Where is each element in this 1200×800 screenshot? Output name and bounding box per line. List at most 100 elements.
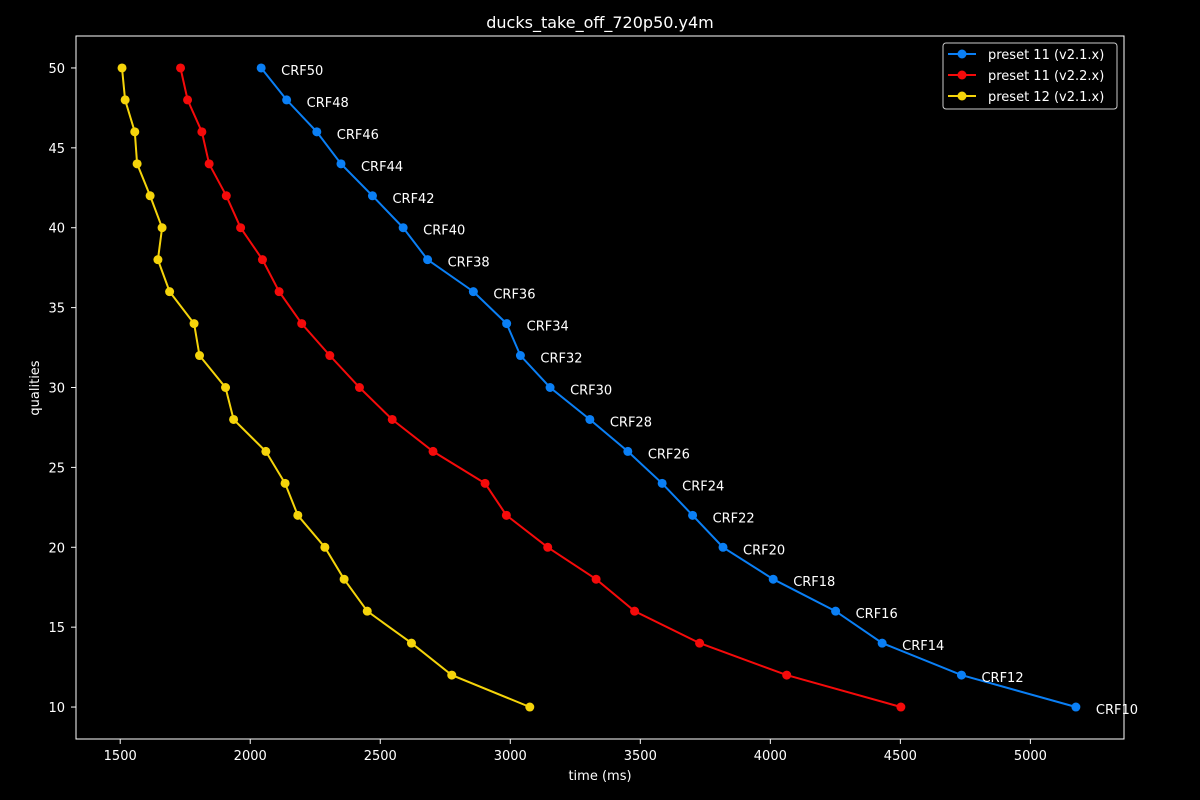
data-point [398, 223, 408, 233]
data-point [280, 478, 290, 488]
data-point [688, 510, 698, 520]
data-point [718, 542, 728, 552]
data-point [623, 446, 633, 456]
legend-label: preset 12 (v2.1.x) [988, 90, 1104, 105]
x-tick-label: 3000 [494, 749, 527, 764]
data-point [423, 255, 433, 265]
data-point [428, 446, 438, 456]
data-point [293, 510, 303, 520]
x-tick-label: 2000 [234, 749, 267, 764]
y-tick-label: 30 [48, 382, 65, 397]
point-label: CRF38 [448, 256, 490, 271]
data-point [236, 223, 246, 233]
data-point [545, 383, 555, 392]
data-point [312, 127, 322, 137]
data-point [189, 319, 199, 329]
data-point [274, 287, 284, 297]
chart-title: ducks_take_off_720p50.y4m [486, 13, 714, 33]
point-label: CRF34 [527, 320, 569, 335]
point-label: CRF24 [682, 479, 724, 494]
series-layer [117, 63, 1081, 712]
data-point [339, 574, 349, 584]
data-point [197, 127, 207, 137]
data-point [157, 223, 167, 233]
data-point [221, 191, 231, 201]
data-point [367, 191, 377, 201]
x-tick-label: 3500 [624, 749, 657, 764]
point-label: CRF48 [307, 96, 349, 111]
data-point [325, 351, 335, 361]
data-point [256, 63, 266, 73]
data-point [165, 287, 175, 297]
y-tick-label: 45 [48, 142, 65, 157]
data-point [297, 319, 307, 329]
data-point [336, 159, 346, 169]
data-point [502, 319, 512, 329]
data-point [282, 95, 292, 105]
data-point [657, 478, 667, 488]
data-point [406, 638, 416, 648]
legend-box [942, 42, 1118, 110]
data-point [1071, 702, 1081, 712]
data-point [145, 191, 155, 201]
data-point [896, 702, 906, 712]
data-point [525, 702, 535, 712]
y-axis-label: qualities [28, 360, 43, 415]
point-label: CRF14 [902, 639, 944, 654]
y-tick-label: 50 [48, 62, 65, 77]
legend-marker [957, 49, 967, 59]
series-1 [256, 63, 1081, 712]
data-point [543, 542, 553, 552]
point-label: CRF26 [648, 447, 690, 462]
data-point [195, 351, 205, 361]
y-tick-label: 25 [48, 461, 65, 476]
legend: preset 11 (v2.1.x) preset 11 (v2.2.x) pres… [942, 42, 1118, 110]
data-point [117, 63, 127, 73]
data-point [480, 478, 490, 488]
legend-label: preset 11 (v2.2.x) [988, 69, 1104, 84]
legend-marker [957, 91, 967, 101]
point-label: CRF50 [281, 64, 323, 79]
y-tick-label: 10 [48, 701, 65, 716]
point-label: CRF22 [713, 511, 755, 526]
legend-marker [957, 70, 967, 80]
point-label: CRF20 [743, 543, 785, 558]
data-point [130, 127, 140, 137]
legend-entry: preset 12 (v2.1.x) [948, 90, 1104, 105]
series-2 [176, 63, 906, 712]
point-label: CRF32 [540, 352, 582, 367]
data-point [877, 638, 887, 648]
data-point [956, 670, 966, 680]
data-point [261, 446, 271, 456]
plot-area [75, 35, 1125, 740]
point-label: CRF40 [423, 224, 465, 239]
x-axis-label: time (ms) [568, 769, 631, 784]
data-point [695, 638, 705, 648]
point-label: CRF46 [337, 128, 379, 143]
data-point [354, 383, 364, 392]
data-point [229, 414, 239, 424]
data-point [153, 255, 163, 265]
point-label: CRF42 [392, 192, 434, 207]
data-point [515, 351, 525, 361]
y-tick-label: 40 [48, 222, 65, 237]
data-point [831, 606, 841, 616]
data-point [447, 670, 457, 680]
data-point [591, 574, 601, 584]
data-point [362, 606, 372, 616]
point-label: CRF44 [361, 160, 403, 175]
y-tick-label: 15 [48, 621, 65, 636]
data-point [204, 159, 214, 169]
data-point [630, 606, 640, 616]
x-tick-label: 1500 [104, 749, 137, 764]
data-point [132, 159, 142, 169]
data-point [120, 95, 130, 105]
x-tick-label: 4500 [884, 749, 917, 764]
legend-label: preset 11 (v2.1.x) [988, 48, 1104, 63]
data-point [183, 95, 193, 105]
data-point [176, 63, 186, 73]
point-label: CRF10 [1096, 703, 1138, 718]
point-label: CRF12 [981, 671, 1023, 686]
point-label: CRF36 [493, 288, 535, 303]
